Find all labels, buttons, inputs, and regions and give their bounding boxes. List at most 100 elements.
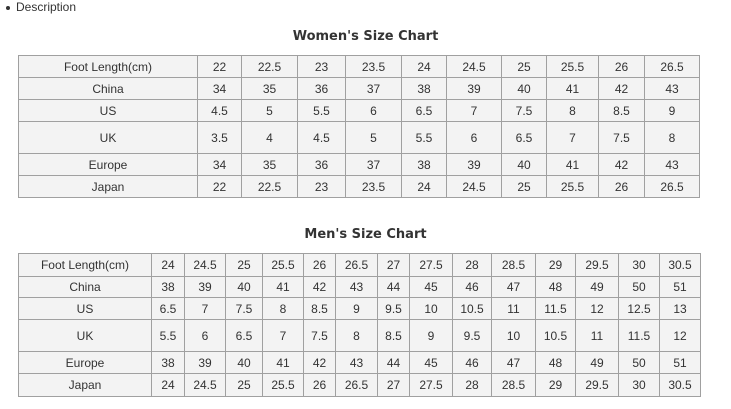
size-cell: 41 — [546, 77, 599, 100]
size-cell: 42 — [598, 77, 645, 100]
size-cell: 11 — [491, 297, 536, 320]
size-cell: 30 — [618, 253, 660, 277]
bullet-icon — [6, 5, 10, 10]
row-label: UK — [18, 121, 198, 154]
size-cell: 39 — [446, 77, 502, 100]
size-cell: 47 — [491, 351, 536, 374]
row-label: China — [18, 276, 152, 298]
size-cell: 48 — [535, 276, 576, 298]
size-cell: 9 — [335, 297, 378, 320]
size-cell: 23.5 — [345, 55, 402, 78]
size-cell: 49 — [575, 276, 619, 298]
table-row: UK 3.5 4 4.5 5 5.5 6 6.5 7 7.5 8 — [18, 121, 700, 154]
size-cell: 6.5 — [151, 297, 185, 320]
size-cell: 41 — [262, 276, 304, 298]
size-cell: 12.5 — [618, 297, 660, 320]
size-cell: 26.5 — [644, 55, 700, 78]
size-cell: 46 — [452, 351, 492, 374]
size-cell: 51 — [659, 351, 701, 374]
size-cell: 26 — [303, 253, 336, 277]
size-cell: 40 — [501, 77, 547, 100]
women-size-table: Foot Length(cm) 22 22.5 23 23.5 24 24.5 25 25.5 2… — [18, 55, 700, 198]
size-cell: 25 — [225, 253, 263, 277]
size-cell: 10 — [491, 319, 536, 352]
table-row: Europe 38 39 40 41 42 43 44 45 46 47 48 49 50 51 — [18, 351, 701, 374]
size-cell: 30.5 — [659, 373, 701, 397]
size-cell: 26 — [303, 373, 336, 397]
size-cell: 7 — [184, 297, 226, 320]
size-cell: 24.5 — [184, 253, 226, 277]
row-label: Europe — [18, 153, 198, 176]
size-cell: 13 — [659, 297, 701, 320]
size-cell: 8.5 — [303, 297, 336, 320]
size-cell: 3.5 — [197, 121, 242, 154]
row-label: Foot Length(cm) — [18, 253, 152, 277]
size-cell: 39 — [446, 153, 502, 176]
size-cell: 35 — [241, 153, 298, 176]
description-label: Description — [16, 0, 77, 14]
size-cell: 25 — [501, 55, 547, 78]
size-cell: 28.5 — [491, 373, 536, 397]
size-cell: 8.5 — [377, 319, 410, 352]
size-cell: 7.5 — [303, 319, 336, 352]
size-cell: 51 — [659, 276, 701, 298]
size-cell: 23 — [297, 175, 346, 198]
size-cell: 11 — [575, 319, 619, 352]
size-cell: 29.5 — [575, 373, 619, 397]
row-label: Japan — [18, 373, 152, 397]
size-cell: 43 — [335, 351, 378, 374]
size-cell: 7.5 — [225, 297, 263, 320]
men-size-table: Foot Length(cm) 24 24.5 25 25.5 26 26.5 27 27.5 2… — [18, 253, 701, 397]
row-label: China — [18, 77, 198, 100]
size-cell: 40 — [225, 276, 263, 298]
size-cell: 22.5 — [241, 175, 298, 198]
size-cell: 43 — [335, 276, 378, 298]
size-cell: 43 — [644, 77, 700, 100]
size-cell: 8 — [335, 319, 378, 352]
size-cell: 45 — [409, 276, 453, 298]
size-cell: 8 — [644, 121, 700, 154]
size-cell: 37 — [345, 77, 402, 100]
table-row: US 4.5 5 5.5 6 6.5 7 7.5 8 8.5 9 — [18, 99, 700, 122]
size-cell: 34 — [197, 77, 242, 100]
size-cell: 28.5 — [491, 253, 536, 277]
size-cell: 7.5 — [598, 121, 645, 154]
size-cell: 29.5 — [575, 253, 619, 277]
size-cell: 5.5 — [297, 99, 346, 122]
row-label: US — [18, 99, 198, 122]
size-cell: 50 — [618, 351, 660, 374]
size-cell: 9 — [409, 319, 453, 352]
size-cell: 42 — [303, 351, 336, 374]
women-chart-title: Women's Size Chart — [292, 29, 439, 44]
size-cell: 24 — [151, 253, 185, 277]
size-cell: 11.5 — [535, 297, 576, 320]
size-cell: 12 — [575, 297, 619, 320]
size-cell: 9 — [644, 99, 700, 122]
size-cell: 25 — [225, 373, 263, 397]
size-cell: 6.5 — [225, 319, 263, 352]
size-cell: 23.5 — [345, 175, 402, 198]
size-cell: 6.5 — [501, 121, 547, 154]
size-cell: 7 — [546, 121, 599, 154]
size-cell: 6.5 — [401, 99, 447, 122]
size-cell: 26 — [598, 175, 645, 198]
men-chart-title: Men's Size Chart — [304, 227, 427, 242]
size-cell: 39 — [184, 276, 226, 298]
size-cell: 50 — [618, 276, 660, 298]
size-cell: 26.5 — [644, 175, 700, 198]
size-cell: 27 — [377, 373, 410, 397]
row-label: Foot Length(cm) — [18, 55, 198, 78]
size-cell: 5.5 — [401, 121, 447, 154]
size-cell: 24 — [401, 175, 447, 198]
size-cell: 45 — [409, 351, 453, 374]
size-cell: 8 — [546, 99, 599, 122]
size-cell: 40 — [225, 351, 263, 374]
size-cell: 24 — [151, 373, 185, 397]
size-cell: 46 — [452, 276, 492, 298]
size-cell: 44 — [377, 351, 410, 374]
size-cell: 42 — [598, 153, 645, 176]
size-cell: 7 — [446, 99, 502, 122]
size-cell: 7.5 — [501, 99, 547, 122]
size-cell: 24.5 — [184, 373, 226, 397]
size-cell: 29 — [535, 373, 576, 397]
